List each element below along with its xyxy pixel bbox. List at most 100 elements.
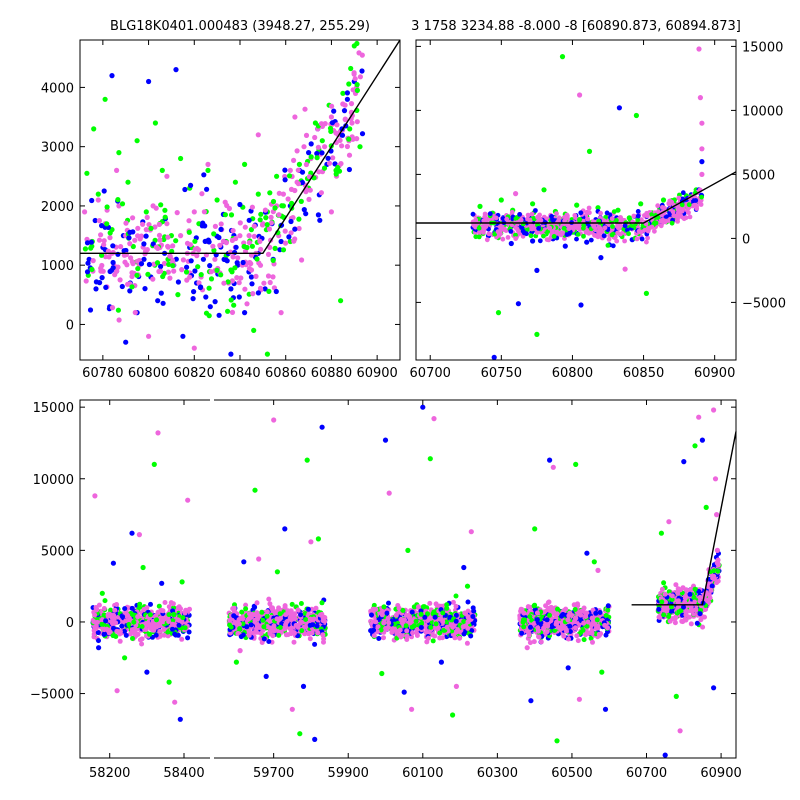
green-data-point: [661, 612, 667, 618]
green-data-point: [303, 617, 309, 622]
blue-data-point: [180, 333, 186, 339]
blue-data-point: [175, 279, 181, 285]
blue-data-point: [298, 612, 304, 618]
blue-data-point: [261, 636, 267, 642]
top-left-points: [82, 40, 366, 357]
pink-data-point: [318, 190, 324, 196]
green-data-point: [195, 264, 201, 270]
green-data-point: [166, 261, 172, 267]
pink-data-point: [670, 616, 676, 622]
blue-data-point: [123, 632, 129, 638]
pink-data-point: [137, 637, 143, 643]
pink-data-point: [171, 268, 177, 274]
blue-data-point: [244, 624, 250, 630]
pink-data-point: [157, 268, 164, 274]
x-tick-label: 58200: [89, 766, 130, 781]
green-data-point: [444, 605, 450, 611]
pink-data-point: [622, 266, 628, 272]
pink-data-point: [144, 214, 150, 220]
blue-data-point: [84, 269, 91, 275]
blue-data-point: [129, 605, 135, 611]
green-data-point: [249, 243, 255, 249]
pink-data-point: [440, 635, 445, 641]
pink-data-point: [238, 275, 244, 281]
pink-data-point: [174, 210, 180, 216]
pink-data-point: [236, 617, 242, 623]
green-data-point: [428, 624, 434, 630]
blue-data-point: [465, 599, 471, 605]
model-line: [631, 431, 737, 606]
green-data-point: [115, 197, 121, 203]
blue-data-point: [696, 589, 702, 594]
blue-data-point: [188, 182, 194, 188]
pink-data-point: [699, 146, 705, 152]
top-right-axes-frame: [415, 39, 737, 361]
pink-data-point: [440, 619, 446, 625]
blue-data-point: [461, 564, 467, 571]
pink-data-point: [525, 212, 531, 218]
pink-data-point: [199, 191, 205, 197]
pink-data-point: [712, 476, 719, 482]
blue-data-point: [564, 232, 570, 237]
pink-data-point: [428, 615, 434, 621]
blue-data-point: [697, 611, 703, 617]
pink-data-point: [574, 633, 580, 639]
pink-data-point: [242, 286, 248, 292]
blue-data-point: [299, 169, 306, 175]
top-right-title: 3 1758 3234.88 -8.000 -8 [60890.873, 608…: [411, 19, 741, 34]
green-data-point: [225, 308, 231, 314]
pink-data-point: [468, 529, 474, 535]
pink-data-point: [354, 119, 360, 125]
pink-data-point: [92, 612, 98, 618]
green-data-point: [476, 225, 482, 231]
pink-data-point: [276, 212, 282, 218]
pink-data-point: [688, 606, 694, 612]
green-data-point: [430, 638, 436, 644]
pink-data-point: [217, 242, 223, 248]
pink-data-point: [130, 261, 136, 267]
pink-data-point: [135, 225, 141, 231]
green-data-point: [135, 266, 141, 272]
pink-data-point: [248, 267, 255, 273]
pink-data-point: [107, 235, 113, 241]
pink-data-point: [251, 223, 257, 229]
pink-data-point: [349, 120, 355, 126]
green-data-point: [289, 200, 295, 206]
pink-data-point: [699, 171, 705, 177]
top-right-x-ticks: 60700 60750 60800 60850 60900: [410, 40, 735, 381]
green-data-point: [453, 593, 459, 599]
green-data-point: [162, 207, 168, 213]
green-data-point: [154, 260, 161, 266]
x-tick-label: 58400: [163, 766, 204, 781]
pink-data-point: [83, 278, 89, 284]
pink-data-point: [595, 625, 601, 631]
green-data-point: [559, 54, 566, 60]
blue-data-point: [344, 96, 350, 102]
blue-data-point: [177, 716, 183, 722]
pink-data-point: [187, 242, 194, 248]
green-data-point: [228, 297, 234, 303]
blue-data-point: [371, 627, 377, 633]
blue-data-point: [610, 243, 616, 249]
pink-data-point: [359, 52, 365, 58]
green-data-point: [477, 203, 483, 209]
pink-data-point: [462, 610, 468, 616]
blue-data-point: [101, 188, 107, 194]
pink-data-point: [381, 635, 386, 641]
pink-data-point: [322, 144, 328, 150]
green-data-point: [289, 601, 295, 607]
pink-data-point: [583, 230, 589, 235]
pink-data-point: [694, 206, 700, 212]
green-data-point: [145, 271, 151, 277]
pink-data-point: [143, 227, 149, 233]
pink-data-point: [290, 215, 296, 221]
pink-data-point: [393, 612, 399, 618]
blue-data-point: [533, 208, 538, 213]
pink-data-point: [450, 599, 456, 605]
blue-data-point: [119, 283, 125, 290]
green-data-point: [308, 154, 314, 160]
pink-data-point: [277, 616, 283, 621]
pink-data-point: [137, 236, 143, 242]
pink-data-point: [149, 627, 155, 633]
